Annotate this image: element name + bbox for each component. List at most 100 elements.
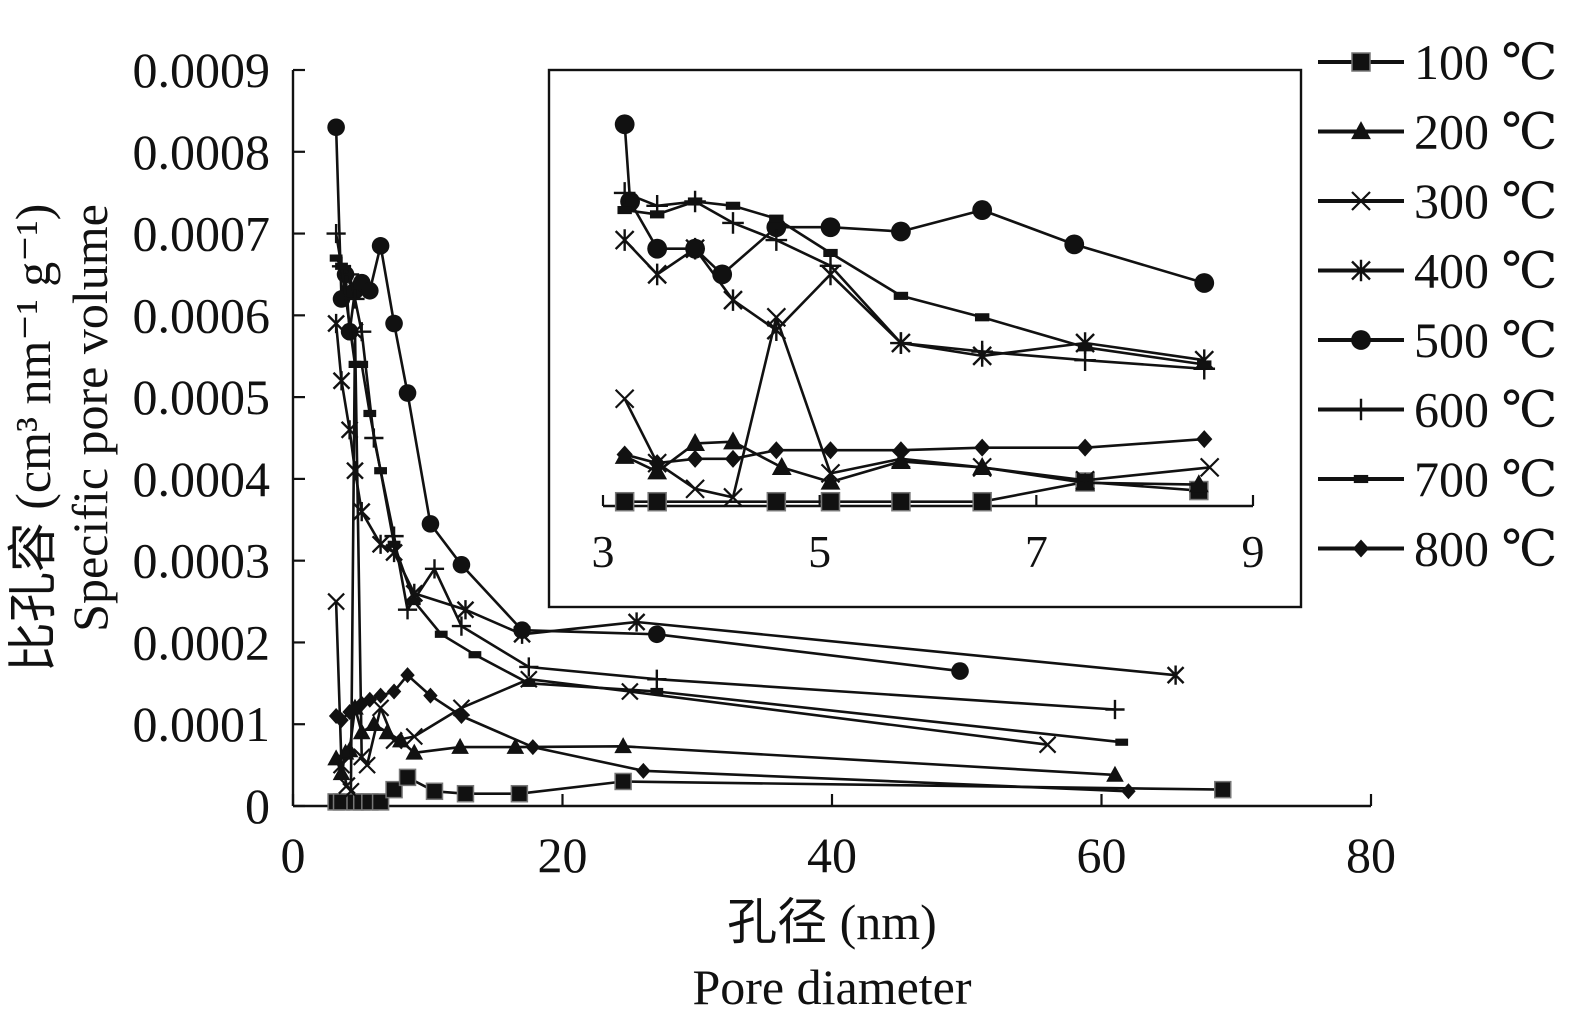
inset-data-point: [766, 491, 787, 512]
legend-entry: 100 ℃: [1318, 34, 1557, 90]
y-tick-label: 0.0005: [133, 369, 271, 425]
inset-data-point: [614, 491, 635, 512]
data-point: [371, 534, 390, 554]
main-axis-ticks: 0 0.0001 0.0002 0.0003 0.0004 0.0005 0.0006 0.0…: [133, 42, 1397, 883]
inset-data-point: [613, 182, 636, 204]
data-point: [361, 282, 379, 300]
data-point: [614, 772, 632, 791]
data-point: [424, 559, 445, 579]
data-point: [647, 669, 667, 689]
data-point: [340, 420, 359, 440]
inset-data-point: [820, 463, 841, 484]
main-plot-area: [326, 118, 1232, 811]
data-point: [614, 737, 632, 754]
y-axis-title-cn: 比孔容 (cm³ nm⁻¹ g⁻¹): [5, 204, 61, 673]
inset-frame: [547, 68, 1303, 609]
data-point: [332, 764, 351, 781]
inset-data-point: [1077, 343, 1093, 352]
inset-data-point: [972, 200, 993, 220]
inset-data-point: [614, 389, 635, 409]
inset-data-point: [616, 445, 633, 464]
data-point: [468, 651, 482, 659]
inset-data-point: [820, 471, 841, 490]
inset-data-point: [685, 433, 705, 452]
inset-data-point: [890, 332, 912, 354]
inset-data-point: [1188, 474, 1209, 493]
data-point: [648, 625, 666, 644]
inset-data-point: [1076, 438, 1094, 457]
inset-data-point: [723, 289, 743, 311]
inset-series-line: [624, 191, 1205, 371]
inset-x-tick-label: 5: [808, 526, 831, 577]
legend-entry: 800 ℃: [1318, 521, 1557, 577]
data-point: [1115, 738, 1129, 746]
series-7: [328, 667, 1136, 800]
data-point: [373, 687, 388, 704]
series-6: [329, 254, 1129, 746]
data-point: [355, 360, 369, 368]
data-point: [425, 782, 444, 801]
legend-marker: [1351, 121, 1371, 140]
data-point: [405, 727, 424, 746]
inset-data-point: [614, 229, 635, 251]
data-point: [513, 621, 531, 639]
data-point: [452, 555, 471, 574]
legend-marker: [1353, 474, 1369, 484]
y-tick-label: 0.0003: [133, 533, 271, 589]
data-point: [398, 768, 417, 787]
data-point: [386, 683, 402, 700]
inset-series-line: [624, 437, 1205, 465]
inset-data-point: [723, 487, 743, 508]
x-axis-title-cn: 孔径 (nm): [727, 894, 937, 950]
inset-data-point: [892, 441, 910, 460]
data-point: [522, 679, 536, 687]
inset-series-6: [617, 197, 1212, 369]
data-point: [352, 322, 372, 342]
inset-data-point: [724, 449, 742, 468]
x-tick-label: 80: [1346, 827, 1396, 883]
legend-label: 300 ℃: [1414, 173, 1557, 229]
x-tick-label: 20: [538, 827, 588, 883]
inset-data-point: [819, 255, 842, 277]
data-point: [1038, 735, 1057, 754]
inset-data-point: [765, 229, 788, 251]
data-point: [519, 657, 539, 677]
inset-axis-ticks: 3 5 7 9: [592, 495, 1265, 577]
inset-data-point: [647, 238, 668, 259]
y-tick-label: 0.0002: [133, 614, 271, 670]
inset-data-point: [725, 201, 741, 210]
legend-marker: [1351, 191, 1371, 211]
data-point: [385, 731, 403, 750]
inset-data-point: [768, 441, 785, 460]
y-axis-title-en: Specific pore volume: [62, 204, 118, 632]
inset-data-point: [972, 491, 992, 512]
legend-label: 500 ℃: [1414, 312, 1557, 368]
inset-data-point: [686, 449, 704, 468]
legend-entry: 600 ℃: [1318, 382, 1557, 438]
legend-label: 200 ℃: [1414, 104, 1557, 160]
data-point: [363, 409, 377, 418]
legend-marker: [1351, 52, 1371, 72]
inset-data-point: [1194, 273, 1215, 293]
inset-data-point: [617, 206, 632, 215]
inset-data-point: [647, 263, 668, 286]
series-line: [335, 673, 1129, 793]
inset-plot-area: [613, 114, 1220, 512]
inset-data-point: [823, 248, 838, 258]
x-tick-label: 40: [807, 827, 857, 883]
inset-data-point: [1199, 457, 1220, 478]
inset-data-point: [649, 210, 665, 219]
inset-data-point: [769, 214, 784, 223]
y-tick-label: 0.0001: [133, 696, 271, 752]
inset-data-point: [971, 340, 993, 363]
y-tick-label: 0.0006: [133, 287, 271, 343]
data-point: [400, 667, 415, 684]
inset-data-point: [685, 238, 705, 259]
data-point: [636, 762, 651, 779]
inset-data-point: [822, 441, 839, 460]
data-point: [371, 237, 390, 255]
data-point: [329, 254, 343, 262]
data-point: [335, 262, 348, 270]
inset-data-point: [972, 457, 992, 478]
